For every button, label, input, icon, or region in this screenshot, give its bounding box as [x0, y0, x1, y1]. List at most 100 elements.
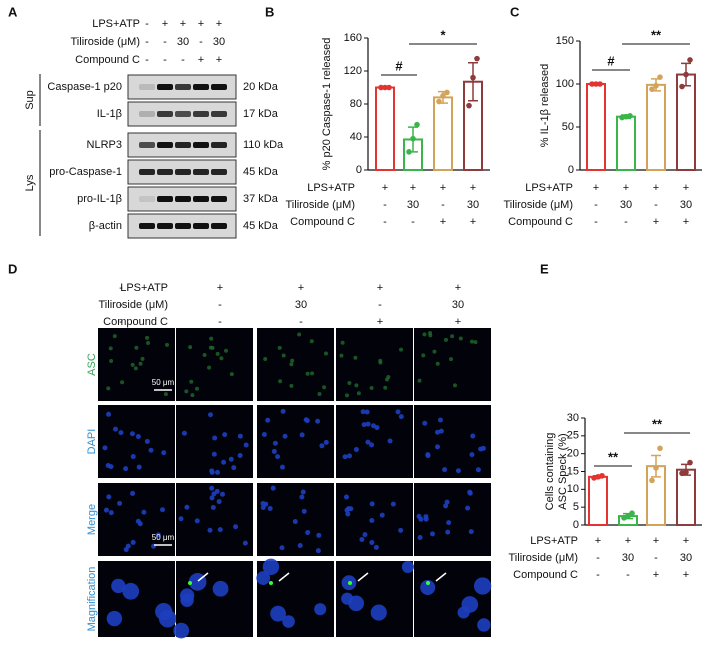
cell	[155, 602, 173, 621]
blot-size: 37 kDa	[243, 193, 279, 205]
condition-mark: 30	[295, 299, 307, 311]
blot-band	[139, 196, 155, 202]
cell	[216, 499, 222, 505]
blot-label: Caspase-1 p20	[47, 81, 122, 93]
cell	[480, 445, 486, 451]
condition-mark: +	[198, 18, 204, 30]
cell	[362, 532, 368, 538]
cell	[339, 353, 344, 358]
cell	[138, 361, 143, 366]
micrograph	[414, 405, 491, 478]
cell	[323, 439, 329, 445]
cell	[359, 536, 365, 542]
cell	[452, 383, 457, 388]
blot-label: β-actin	[89, 220, 122, 232]
data-point	[470, 74, 476, 81]
condition-mark: -	[596, 569, 600, 581]
blot-band	[139, 111, 155, 117]
data-point	[386, 84, 392, 91]
cell	[345, 511, 351, 517]
cell	[423, 514, 429, 520]
blot-band	[175, 111, 191, 117]
cell	[189, 379, 194, 384]
cell	[297, 332, 302, 337]
y-tick-label: 0	[573, 519, 579, 531]
cell	[469, 339, 474, 344]
micrograph	[414, 328, 491, 401]
condition-mark: -	[411, 216, 415, 228]
condition-label: Tiliroside (μM)	[71, 36, 141, 48]
cell	[146, 340, 151, 345]
cell	[346, 506, 352, 512]
cell	[477, 618, 491, 632]
blot-band	[139, 223, 155, 229]
cell	[207, 412, 213, 418]
condition-mark: +	[470, 182, 476, 194]
cell	[229, 372, 234, 377]
cell	[365, 421, 371, 427]
cell	[111, 578, 126, 594]
cell	[290, 358, 295, 363]
condition-mark: -	[624, 216, 628, 228]
blot-band	[211, 142, 227, 148]
cell	[434, 429, 440, 435]
data-point	[474, 55, 480, 62]
micrograph	[336, 483, 413, 556]
y-tick-label: 20	[567, 448, 579, 460]
cell	[421, 353, 426, 358]
cell	[130, 454, 136, 460]
cell	[429, 531, 435, 537]
bar	[588, 475, 608, 527]
condition-mark: +	[216, 54, 222, 66]
cell	[212, 435, 218, 441]
blot-band	[175, 196, 191, 202]
cell	[386, 374, 391, 379]
cell	[262, 558, 280, 576]
data-point	[649, 477, 655, 484]
cell	[148, 447, 154, 453]
cell	[215, 351, 220, 356]
cell	[422, 332, 427, 337]
cell	[305, 371, 310, 376]
bar	[676, 468, 696, 527]
cell	[468, 529, 474, 535]
data-point	[406, 149, 412, 155]
cell	[181, 430, 187, 436]
cell	[369, 385, 374, 390]
condition-label: Compound C	[103, 316, 168, 328]
condition-mark: +	[593, 182, 599, 194]
condition-mark: -	[441, 199, 445, 211]
cell	[395, 409, 401, 415]
condition-mark: -	[119, 316, 123, 328]
condition-mark: -	[594, 199, 598, 211]
condition-mark: +	[198, 54, 204, 66]
significance-label: **	[652, 416, 663, 431]
cell	[184, 389, 189, 394]
cell	[194, 386, 199, 391]
data-point	[629, 510, 635, 517]
condition-label: LPS+ATP	[307, 182, 355, 194]
condition-label: Tiliroside (μM)	[504, 199, 574, 211]
cell	[422, 420, 428, 426]
condition-mark: +	[298, 282, 304, 294]
blot-size: 17 kDa	[243, 108, 279, 120]
cell	[319, 443, 325, 449]
cell	[134, 345, 139, 350]
cell	[360, 409, 366, 415]
speck	[188, 581, 192, 585]
blot-band	[193, 84, 209, 90]
blot-band	[157, 223, 173, 229]
cell	[446, 520, 452, 526]
condition-mark: +	[653, 569, 659, 581]
y-tick-label: 120	[344, 65, 362, 77]
cell	[144, 438, 150, 444]
condition-mark: +	[625, 535, 631, 547]
data-point	[589, 81, 595, 87]
cell	[467, 490, 473, 496]
cell	[315, 548, 321, 554]
cell	[364, 409, 370, 415]
condition-mark: -	[626, 569, 630, 581]
data-point	[687, 57, 693, 63]
data-point	[625, 513, 631, 519]
cell	[233, 524, 239, 530]
